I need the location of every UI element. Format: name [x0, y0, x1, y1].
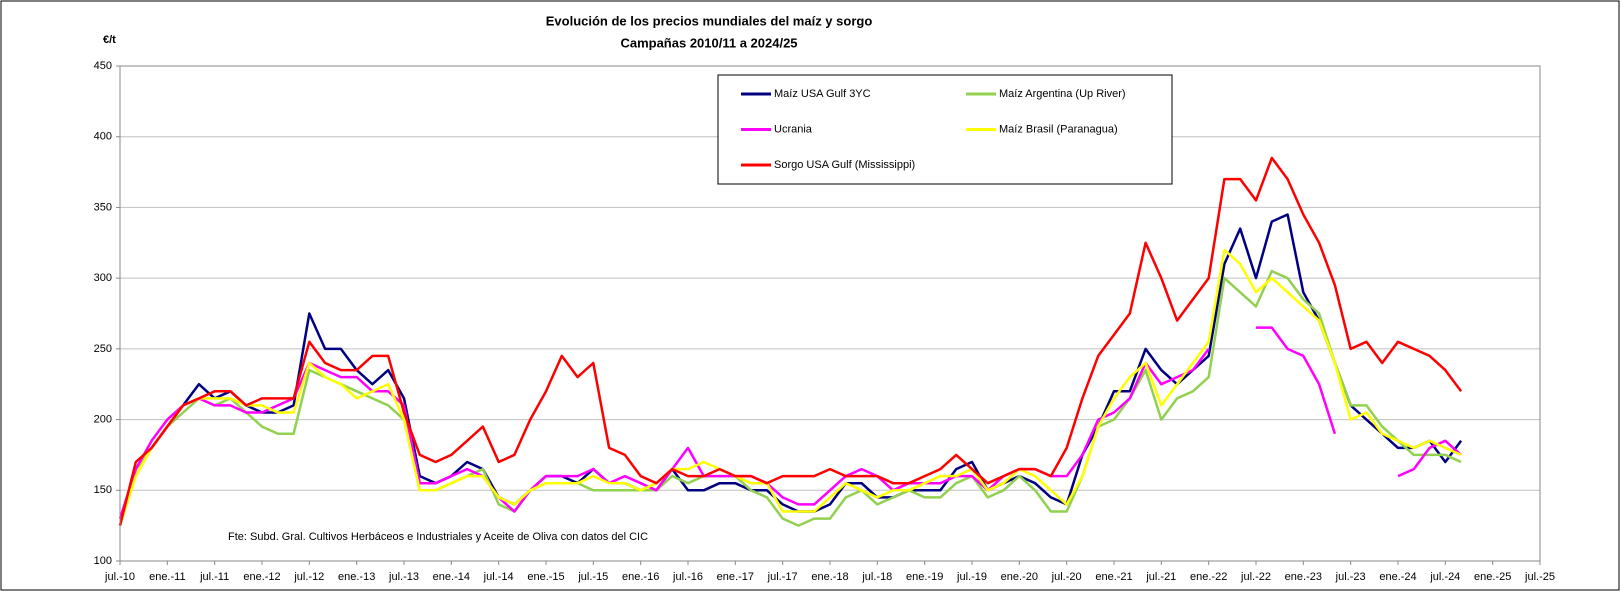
x-tick-label: ene.-15: [527, 571, 564, 583]
x-tick-label: ene.-16: [622, 571, 659, 583]
x-tick-label: jul.-19: [956, 571, 987, 583]
y-tick-label: 200: [94, 413, 112, 425]
chart-subtitle: Campañas 2010/11 a 2024/25: [620, 35, 797, 50]
x-tick-label: jul.-17: [767, 571, 798, 583]
y-tick-label: 350: [94, 201, 112, 213]
legend-label: Ucrania: [774, 123, 813, 135]
source-note: Fte: Subd. Gral. Cultivos Herbáceos e In…: [228, 531, 648, 543]
x-tick-label: ene.-17: [717, 571, 754, 583]
x-tick-label: jul.-21: [1145, 571, 1176, 583]
x-tick-label: jul.-25: [1524, 571, 1555, 583]
legend-label: Sorgo USA Gulf (Mississippi): [774, 159, 915, 171]
x-tick-label: jul.-23: [1335, 571, 1366, 583]
x-tick-label: ene.-14: [433, 571, 470, 583]
x-tick-label: ene.-21: [1095, 571, 1132, 583]
x-tick-label: jul.-13: [388, 571, 419, 583]
x-tick-label: ene.-20: [1001, 571, 1038, 583]
x-tick-label: jul.-24: [1429, 571, 1460, 583]
legend-box: [717, 74, 1173, 185]
x-tick-label: jul.-11: [199, 571, 229, 583]
x-tick-label: jul.-12: [293, 571, 324, 583]
x-tick-label: jul.-20: [1051, 571, 1082, 583]
x-tick-label: jul.-18: [861, 571, 892, 583]
x-tick-label: jul.-14: [483, 571, 514, 583]
legend-label: Maíz Argentina (Up River): [999, 88, 1126, 100]
x-tick-label: ene.-12: [243, 571, 280, 583]
legend: Maíz USA Gulf 3YC Maíz Argentina (Up Rive…: [741, 88, 1126, 171]
legend-label: Maíz Brasil (Paranagua): [999, 123, 1118, 135]
x-tick-label: jul.-22: [1240, 571, 1271, 583]
series-line: [118, 248, 1462, 526]
series-line: [118, 213, 1463, 526]
legend-label: Maíz USA Gulf 3YC: [774, 88, 871, 100]
y-axis-label: €/t: [103, 34, 116, 46]
x-tick-label: ene.-23: [1285, 571, 1322, 583]
x-tick-label: ene.-22: [1190, 571, 1227, 583]
plot-frame: [119, 65, 1541, 562]
x-tick-label: jul.-15: [577, 571, 608, 583]
series-line: [118, 156, 1463, 526]
x-tick-label: ene.-25: [1474, 571, 1511, 583]
x-tick-label: ene.-19: [906, 571, 943, 583]
x-tick-label: ene.-13: [338, 571, 375, 583]
x-tick-label: jul.-10: [104, 571, 135, 583]
y-tick-label: 300: [94, 272, 112, 284]
x-tick-label: ene.-11: [149, 571, 186, 583]
lines: [118, 156, 1463, 527]
x-tick-label: ene.-24: [1379, 571, 1416, 583]
y-tick-label: 100: [94, 555, 112, 567]
x-tick-label: jul.-16: [672, 571, 703, 583]
y-tick-label: 400: [94, 131, 112, 143]
x-tick-label: ene.-18: [811, 571, 848, 583]
y-tick-label: 250: [94, 343, 112, 355]
y-tick-label: 450: [94, 60, 112, 72]
y-tick-label: 150: [94, 484, 112, 496]
chart-title: Evolución de los precios mundiales del m…: [546, 13, 873, 28]
